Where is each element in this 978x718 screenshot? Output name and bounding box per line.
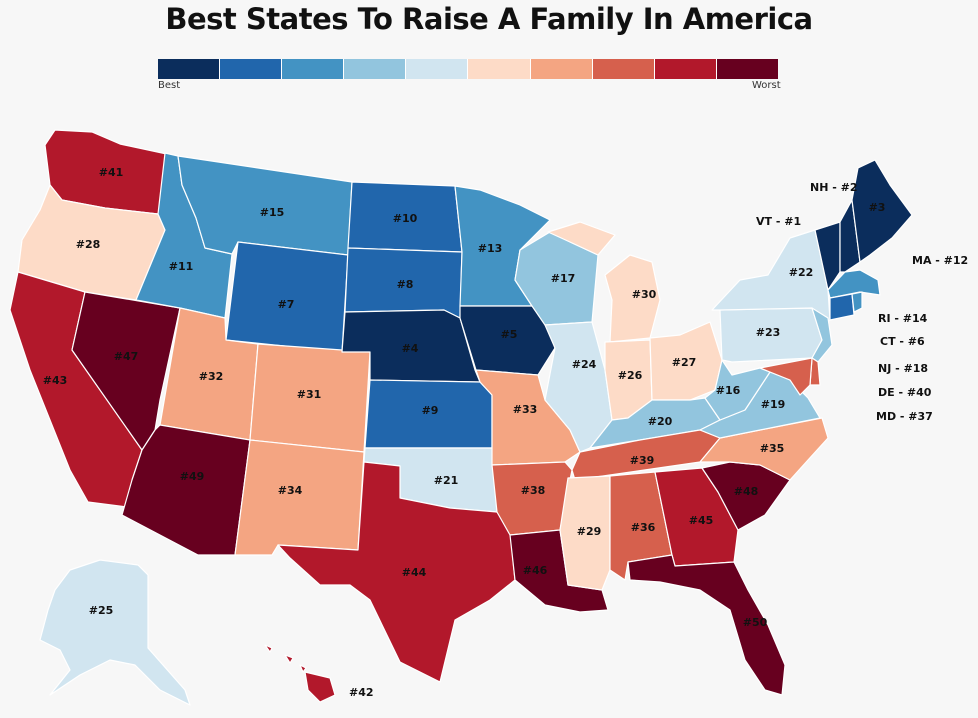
rank-label-ia: #5 [501, 328, 518, 341]
rank-label-in: #26 [618, 369, 643, 382]
rank-label-il: #24 [572, 358, 597, 371]
rank-label-ny: #22 [789, 266, 814, 279]
rank-label-ar: #38 [521, 484, 546, 497]
rank-label-ut: #32 [199, 370, 224, 383]
rank-label-nh: NH - #2 [810, 181, 858, 194]
rank-label-nj: NJ - #18 [878, 362, 928, 375]
legend-swatch-5 [406, 59, 469, 79]
rank-label-wa: #41 [99, 166, 124, 179]
state-ri[interactable] [851, 291, 863, 313]
state-ct[interactable] [829, 293, 855, 321]
rank-label-pa: #23 [756, 326, 781, 339]
rank-label-vt: VT - #1 [756, 215, 801, 228]
state-mi[interactable] [547, 221, 661, 343]
rank-label-sc: #48 [734, 485, 759, 498]
rank-label-tn: #39 [630, 454, 655, 467]
rank-labels: #41 #28 #43 #47 #11 #15 #7 #32 #49 #31 #34 #10 #8 #4 #… [43, 166, 886, 629]
rank-label-ks: #9 [422, 404, 439, 417]
legend-swatch-1 [158, 59, 221, 79]
rank-label-ga: #45 [689, 514, 714, 527]
rank-label-ct: CT - #6 [880, 335, 925, 348]
state-ak[interactable] [39, 559, 191, 706]
state-nh[interactable] [839, 199, 861, 273]
map-title: Best States To Raise A Family In America [165, 2, 813, 36]
state-wy[interactable] [225, 241, 349, 353]
state-md[interactable] [759, 357, 813, 396]
rank-label-mi: #30 [632, 288, 657, 301]
rank-label-md: MD - #37 [876, 410, 933, 423]
state-me[interactable] [851, 159, 913, 263]
rank-label-ok: #21 [434, 474, 459, 487]
rank-label-co: #31 [297, 388, 322, 401]
legend-swatch-7 [530, 59, 593, 79]
rank-label-la: #46 [523, 564, 548, 577]
rank-label-al: #36 [631, 521, 656, 534]
callout-labels: VT - #1 NH - #2 MA - #12 RI - #14 CT - #6 NJ … [349, 181, 968, 699]
rank-label-mo: #33 [513, 403, 538, 416]
legend-swatch-10 [716, 59, 778, 79]
rank-label-me: #3 [869, 201, 886, 214]
rank-label-az: #49 [180, 470, 205, 483]
rank-label-ky: #20 [648, 415, 673, 428]
rank-label-oh: #27 [672, 356, 697, 369]
legend-best-label: Best [158, 80, 181, 91]
rank-label-wi: #17 [551, 272, 576, 285]
rank-label-nv: #47 [114, 350, 139, 363]
rank-label-id: #11 [169, 260, 194, 273]
legend-worst-label: Worst [752, 80, 781, 91]
state-fl[interactable] [627, 554, 786, 696]
state-hi[interactable] [264, 644, 336, 703]
color-legend [158, 59, 778, 79]
legend-swatch-8 [592, 59, 655, 79]
rank-label-ri: RI - #14 [878, 312, 928, 325]
rank-label-fl: #50 [743, 616, 768, 629]
rank-label-ma: MA - #12 [912, 254, 968, 267]
rank-label-de: DE - #40 [878, 386, 932, 399]
rank-label-wv: #16 [716, 384, 741, 397]
rank-label-wy: #7 [278, 298, 295, 311]
rank-label-nm: #34 [278, 484, 303, 497]
rank-label-va: #19 [761, 398, 786, 411]
rank-label-tx: #44 [402, 566, 427, 579]
rank-label-sd: #8 [397, 278, 414, 291]
rank-label-nd: #10 [393, 212, 418, 225]
state-nm[interactable] [234, 439, 365, 556]
rank-label-ak: #25 [89, 604, 114, 617]
legend-swatch-9 [654, 59, 717, 79]
state-ar[interactable] [491, 461, 573, 536]
state-mo[interactable] [475, 369, 581, 466]
legend-swatch-2 [220, 59, 283, 79]
rank-label-nc: #35 [760, 442, 785, 455]
rank-label-mt: #15 [260, 206, 285, 219]
rank-label-ca: #43 [43, 374, 68, 387]
rank-label-or: #28 [76, 238, 101, 251]
legend-swatch-6 [468, 59, 531, 79]
state-tx[interactable] [277, 461, 516, 683]
legend-swatch-4 [344, 59, 407, 79]
rank-label-mn: #13 [478, 242, 503, 255]
rank-label-hi: #42 [349, 686, 374, 699]
legend-swatch-3 [282, 59, 345, 79]
rank-label-ne: #4 [402, 342, 419, 355]
state-il[interactable] [544, 321, 613, 453]
rank-label-ms: #29 [577, 525, 602, 538]
